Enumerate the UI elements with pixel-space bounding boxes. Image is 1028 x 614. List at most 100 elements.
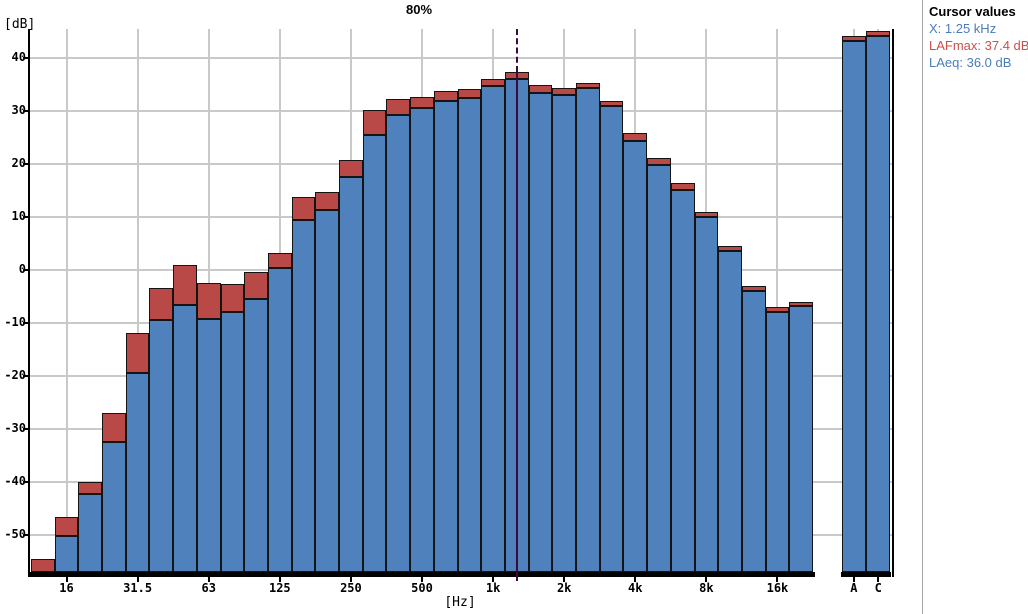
bar-lafmax-segment[interactable]: [339, 159, 363, 178]
bar-lafmax-segment[interactable]: [102, 413, 126, 443]
bar-laeq-segment[interactable]: [149, 320, 174, 572]
bar-lafmax-segment[interactable]: [528, 84, 553, 94]
x-axis-line: [30, 572, 815, 577]
bar-laeq-segment[interactable]: [765, 311, 790, 572]
bar-lafmax-segment[interactable]: [694, 212, 719, 218]
bar-laeq-segment[interactable]: [741, 291, 766, 572]
bar-lafmax-segment[interactable]: [457, 88, 482, 98]
bar-lafmax-segment[interactable]: [718, 246, 742, 251]
y-tick: [23, 110, 30, 113]
bar-laeq-segment[interactable]: [267, 267, 292, 572]
bar-laeq-segment[interactable]: [552, 94, 577, 572]
bar-laeq-segment[interactable]: [528, 93, 553, 572]
bar-lafmax-segment[interactable]: [196, 283, 221, 320]
bar-lafmax-segment[interactable]: [842, 35, 866, 41]
bar-lafmax-segment[interactable]: [623, 133, 648, 142]
bar-laeq-segment[interactable]: [244, 299, 268, 572]
bar-laeq-segment[interactable]: [670, 189, 695, 572]
cursor-line-dashed[interactable]: [515, 29, 518, 72]
bar-laeq-segment[interactable]: [433, 101, 458, 572]
x-tick: [207, 576, 210, 582]
bar-laeq-segment[interactable]: [866, 35, 891, 572]
bar-laeq-segment[interactable]: [386, 114, 411, 572]
x-tick-label: 500: [411, 581, 433, 595]
bar-laeq-segment[interactable]: [339, 177, 363, 572]
plot-right-border: [891, 29, 894, 577]
bar-laeq-segment[interactable]: [291, 220, 316, 572]
bar-lafmax-segment[interactable]: [173, 265, 197, 305]
bar-laeq-segment[interactable]: [102, 442, 126, 572]
bar-lafmax-segment[interactable]: [78, 481, 103, 495]
y-tick-label: -10: [4, 315, 26, 329]
bar-lafmax-segment[interactable]: [267, 253, 292, 268]
bar-laeq-segment[interactable]: [576, 87, 600, 572]
bar-laeq-segment[interactable]: [125, 372, 150, 572]
bar-lafmax-segment[interactable]: [866, 31, 891, 36]
bar-laeq-segment[interactable]: [481, 85, 505, 572]
bar-laeq-segment[interactable]: [78, 494, 103, 572]
bar-laeq-segment[interactable]: [362, 134, 387, 572]
y-tick-label: -40: [4, 473, 26, 488]
y-tick-label: -50: [4, 526, 26, 541]
bar-lafmax-segment[interactable]: [576, 83, 600, 88]
x-tick-label: 4k: [628, 581, 643, 595]
x-tick: [705, 576, 708, 582]
bar-lafmax-segment[interactable]: [149, 287, 174, 321]
bar-laeq-segment[interactable]: [694, 217, 719, 572]
bar-laeq-segment[interactable]: [315, 210, 340, 572]
bar-laeq-segment[interactable]: [410, 107, 434, 572]
bar-laeq-segment[interactable]: [789, 306, 813, 572]
x-tick-label: 63: [201, 581, 216, 595]
x-tick: [421, 576, 423, 582]
x-axis-line-broadband: [841, 572, 892, 577]
bar-lafmax-segment[interactable]: [386, 98, 411, 115]
bar-lafmax-segment[interactable]: [244, 271, 268, 300]
bar-lafmax-segment[interactable]: [599, 101, 624, 106]
bar-laeq-segment[interactable]: [173, 305, 197, 572]
bar-lafmax-segment[interactable]: [741, 285, 766, 292]
y-tick: [23, 57, 30, 60]
bar-lafmax-segment[interactable]: [552, 88, 577, 95]
y-tick-label: 40: [11, 50, 26, 65]
bar-lafmax-segment[interactable]: [765, 307, 790, 312]
y-tick-label: 30: [11, 103, 26, 118]
bar-lafmax-segment[interactable]: [31, 558, 55, 572]
bar-lafmax-segment[interactable]: [481, 78, 505, 86]
bar-laeq-segment[interactable]: [623, 141, 648, 572]
cursor-tick: [515, 572, 518, 581]
x-tick: [278, 576, 281, 582]
y-tick: [23, 269, 30, 272]
bar-lafmax-segment[interactable]: [410, 96, 434, 108]
bar-lafmax-segment[interactable]: [647, 158, 671, 165]
bar-lafmax-segment[interactable]: [362, 110, 387, 135]
bar-laeq-segment[interactable]: [842, 40, 866, 572]
y-tick: [23, 480, 30, 483]
bar-laeq-segment[interactable]: [196, 319, 221, 572]
x-tick-label: 16k: [766, 581, 789, 595]
cursor-line[interactable]: [515, 71, 518, 572]
v-gridline: [136, 29, 139, 572]
bar-lafmax-segment[interactable]: [220, 284, 245, 312]
bar-lafmax-segment[interactable]: [291, 197, 316, 221]
x-tick: [877, 576, 880, 582]
bar-laeq-segment[interactable]: [457, 97, 482, 572]
bar-laeq-segment[interactable]: [54, 535, 79, 572]
bar-lafmax-segment[interactable]: [789, 301, 813, 307]
bar-laeq-segment[interactable]: [220, 311, 245, 572]
y-tick-label: 10: [11, 209, 26, 224]
bar-lafmax-segment[interactable]: [54, 516, 79, 536]
x-tick-label: 125: [268, 581, 291, 595]
bar-lafmax-segment[interactable]: [315, 191, 340, 211]
bar-lafmax-segment[interactable]: [125, 333, 150, 373]
bar-lafmax-segment[interactable]: [433, 90, 458, 102]
y-tick: [23, 427, 30, 430]
bar-laeq-segment[interactable]: [718, 250, 742, 572]
plot-area[interactable]: 40 30 20 10 0 -10 -20 -30 -40 -50 16 31.5 63 125 250 50…: [0, 0, 923, 614]
x-tick-label: C: [874, 581, 882, 595]
bar-lafmax-segment[interactable]: [670, 183, 695, 190]
y-axis-unit-label: [dB]: [4, 17, 36, 32]
bar-laeq-segment[interactable]: [599, 105, 624, 572]
bar-laeq-segment[interactable]: [647, 164, 671, 572]
y-tick-label: 0: [18, 262, 26, 277]
x-tick-label: 31.5: [123, 581, 153, 595]
